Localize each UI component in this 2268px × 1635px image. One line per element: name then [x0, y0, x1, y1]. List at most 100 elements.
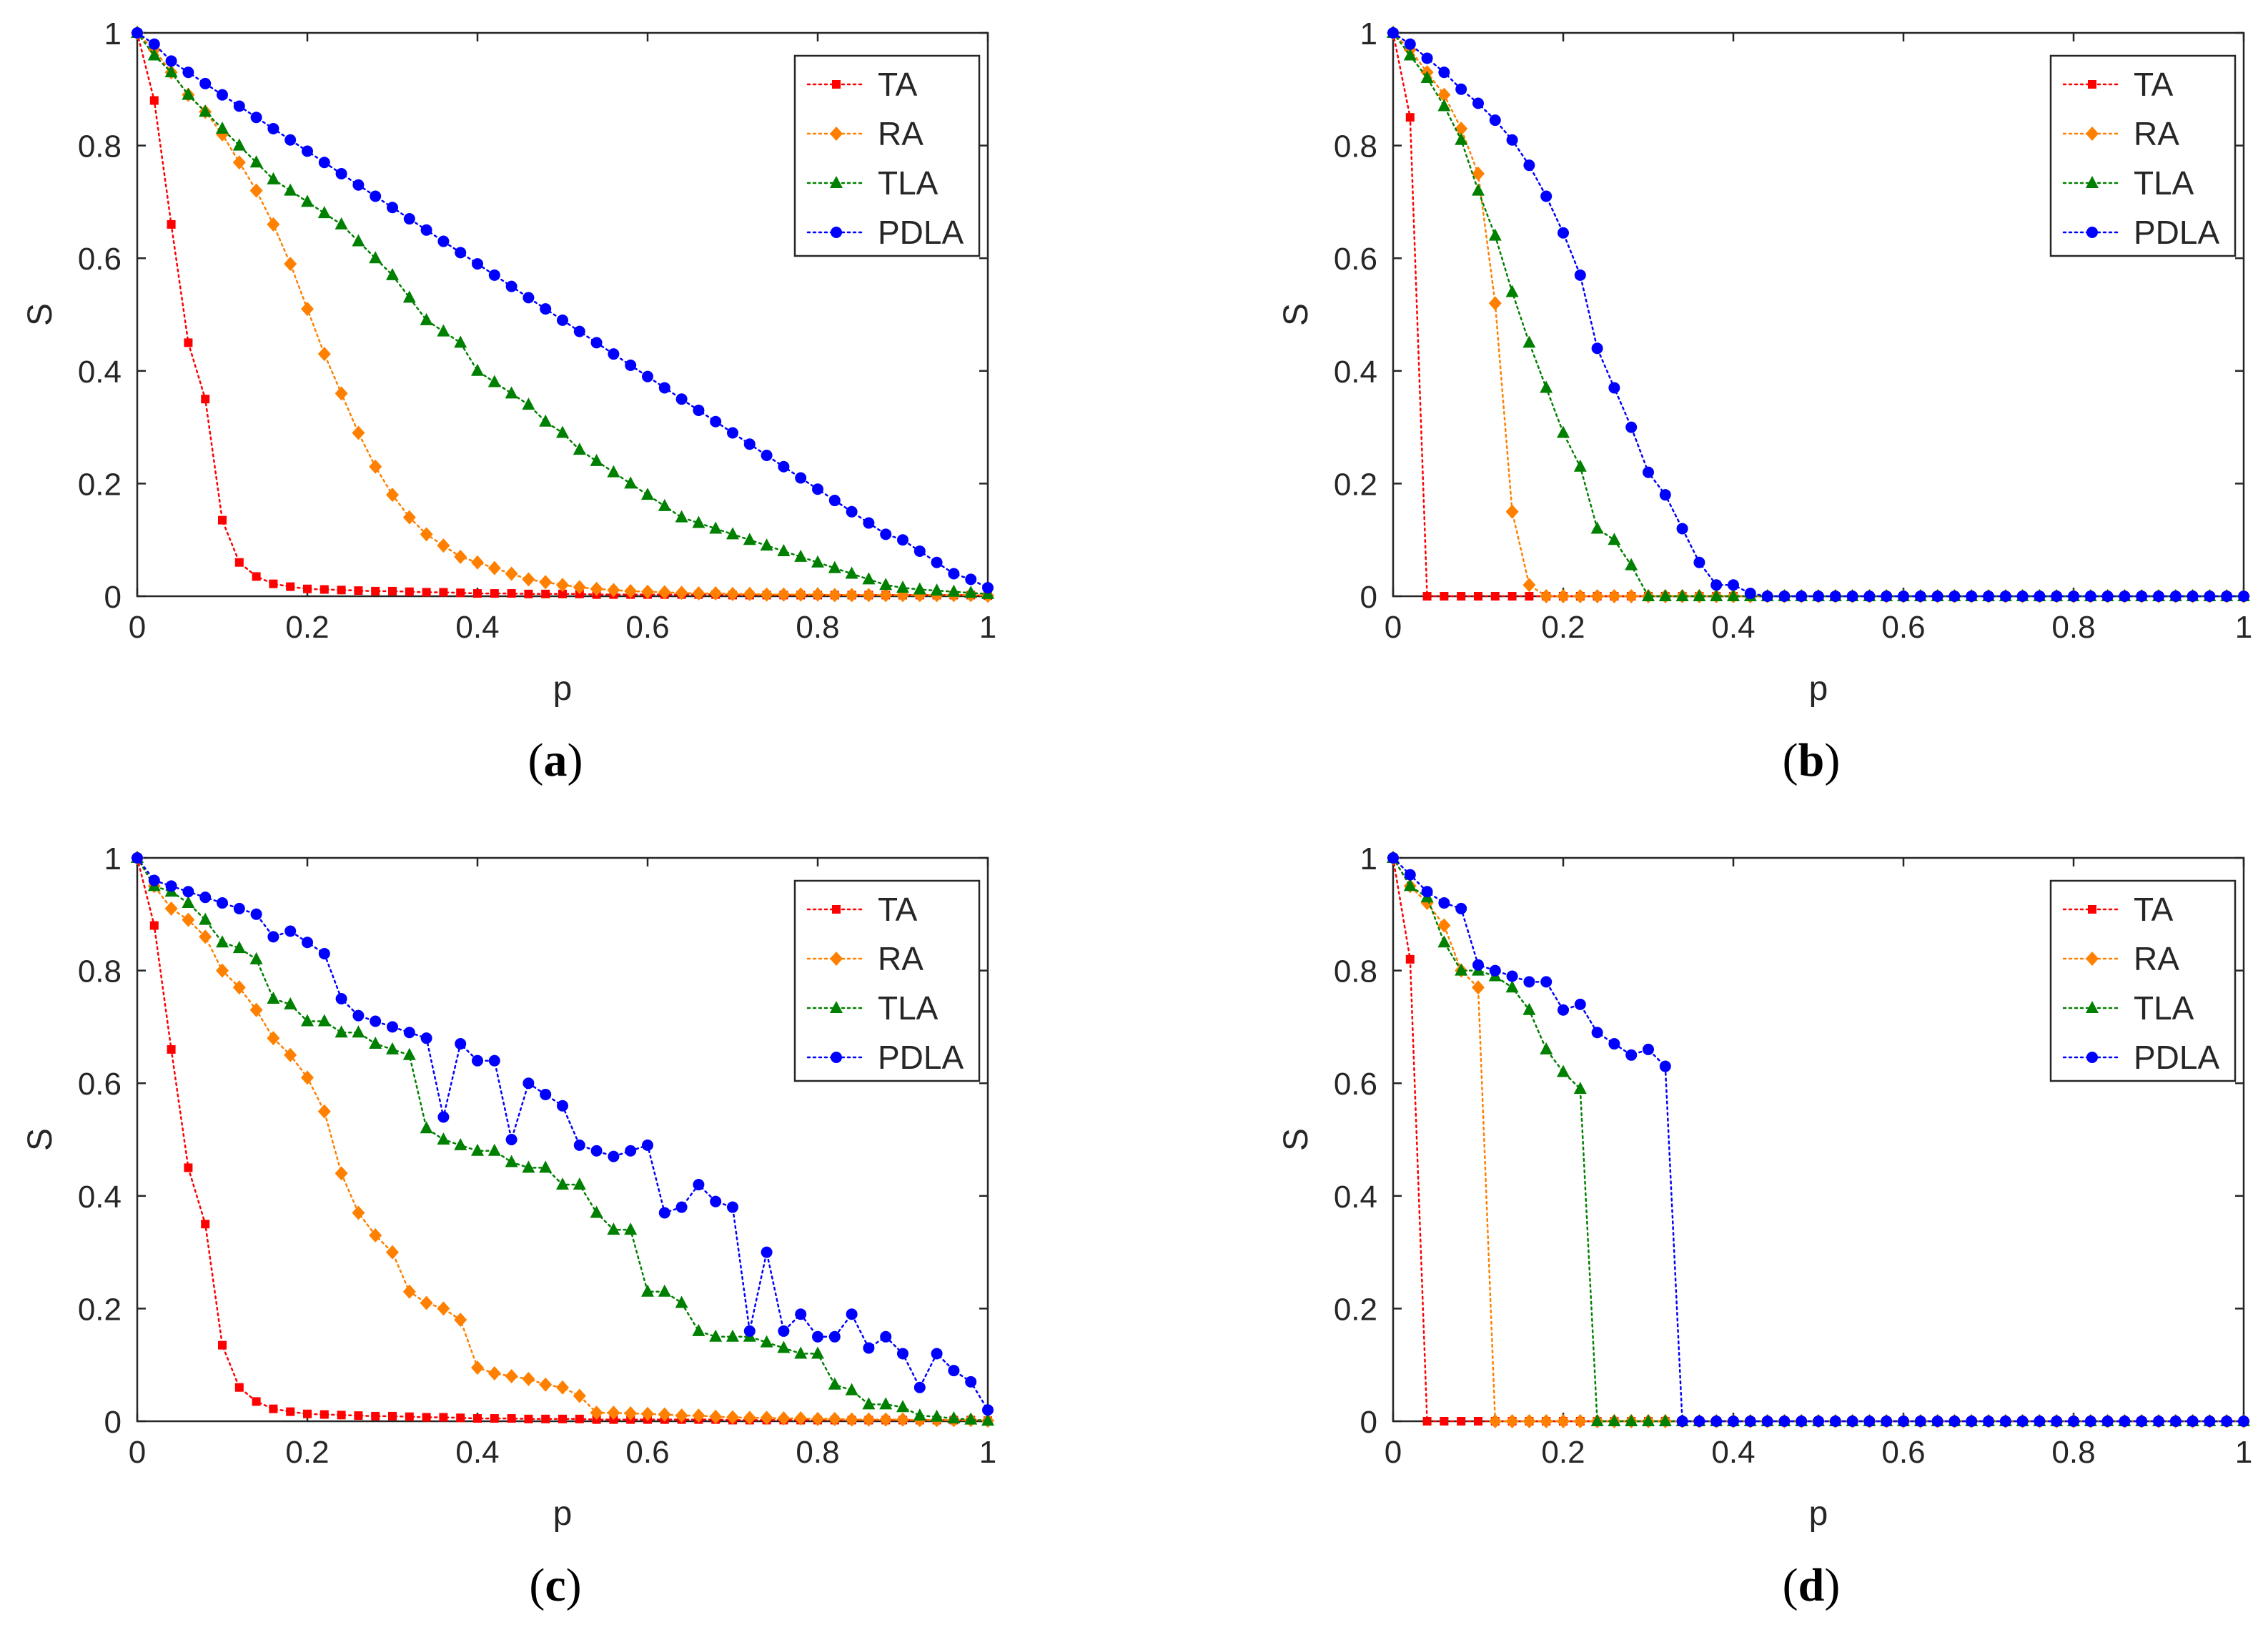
panel-b-series-pdla-point: [1472, 97, 1484, 109]
panel-a-series-ta-point: [371, 586, 380, 596]
panel-c-ytick-label: 0.8: [78, 954, 122, 989]
panel-b-series-pdla-point: [1659, 489, 1671, 501]
panel-b-series-tla-point: [1437, 99, 1451, 112]
panel-a-series-pdla-point: [608, 348, 620, 360]
panel-b-series-pdla-point: [2068, 591, 2079, 602]
panel-b-series-pdla-point: [1625, 421, 1638, 433]
panel-c-series-tla-point: [199, 912, 212, 925]
panel-c-series-pdla-point: [608, 1150, 620, 1162]
panel-d-series-pdla-point: [1608, 1038, 1620, 1050]
panel-c-series-pdla-point: [455, 1038, 467, 1050]
panel-a-series-tla-point: [539, 414, 553, 427]
panel-b-ytick-label: 1: [1360, 16, 1377, 51]
panel-c-series-ra-point: [301, 1070, 314, 1085]
panel-a-series-tla-point: [386, 267, 399, 280]
panel-c-series-ra-point: [556, 1380, 569, 1395]
panel-a-series-ra-point: [556, 578, 569, 593]
panel-b-series-pdla-point: [1966, 591, 1978, 602]
panel-a-series-ra-point: [760, 587, 773, 602]
panel-c-series-ra-point: [437, 1301, 450, 1316]
panel-d-legend-pdla-marker: [2086, 1052, 2098, 1063]
panel-a-series-ra-point: [335, 386, 348, 401]
panel-a-xtick-label: 0.6: [625, 610, 669, 645]
panel-a-series-tla-point: [879, 578, 893, 591]
panel-a-series-tla-point: [760, 538, 773, 551]
panel-d-legend-ta-label: TA: [2134, 891, 2174, 928]
panel-c-series-tla-point: [386, 1042, 399, 1054]
panel-b-legend-ra: RA: [2062, 115, 2179, 152]
panel-c-series-tla-point: [369, 1037, 382, 1049]
panel-c-series-pdla-point: [573, 1139, 585, 1151]
panel-c-series-ra-point: [743, 1411, 756, 1426]
panel-a-series-ta-point: [439, 588, 448, 597]
panel-c-series-tla-point: [301, 1014, 314, 1027]
panel-b-series-pdla-point: [1829, 591, 1841, 602]
panel-d-series-pdla-point: [2119, 1416, 2131, 1427]
panel-a-ylabel: S: [21, 303, 59, 326]
panel-a-series-pdla-point: [727, 427, 738, 439]
panel-b-series-tla-point: [1573, 459, 1587, 472]
panel-d: 0 0.2 0.4 0.6 0.8 1 0 0.2 0.4 0.6 0.8 1 p S TA RA TLA PDL…: [1277, 841, 2252, 1611]
panel-b-legend-ta-marker: [2088, 80, 2096, 89]
panel-a-series-pdla-point: [625, 359, 637, 371]
panel-b-series-ra-point: [1608, 589, 1621, 603]
panel-a-series-tla-point: [675, 510, 688, 523]
panel-c-legend-pdla: PDLA: [806, 1039, 964, 1076]
panel-c-series-pdla-point: [658, 1207, 670, 1219]
panel-c-xtick-label: 1: [979, 1435, 996, 1470]
panel-a-series-ra-point: [573, 580, 586, 595]
panel-a-series-pdla-point: [795, 472, 807, 484]
panel-d-series-pdla-point: [1625, 1049, 1638, 1061]
panel-d-series-tla-point: [1658, 1414, 1672, 1426]
panel-b-series-pdla-point: [2136, 591, 2148, 602]
panel-a-series-ra-point: [777, 587, 791, 602]
panel-a-series-tla-point: [590, 453, 603, 466]
panel-c-series-pdla-point: [897, 1348, 908, 1360]
panel-a-series-pdla-point: [982, 582, 994, 594]
panel-c-series-pdla-point: [437, 1111, 450, 1123]
panel-d-ylabel: S: [1277, 1128, 1315, 1151]
panel-a-xtick-label: 1: [979, 610, 996, 645]
panel-b-series-tla-point: [1557, 425, 1570, 438]
panel-c-series-ta-point: [269, 1404, 278, 1413]
panel-a-series-pdla-point: [472, 258, 483, 270]
panel-d-series-ta-point: [1405, 954, 1415, 964]
panel-c-series-pdla-point: [387, 1021, 398, 1033]
panel-c-ytick-label: 1: [104, 841, 122, 876]
panel-b-series-pdla-point: [1506, 134, 1518, 146]
panel-a-series-ta-point: [320, 585, 329, 594]
panel-c-caption: (c): [529, 1559, 581, 1611]
panel-c-ylabel: S: [21, 1128, 59, 1151]
panel-a-series-pdla-point: [148, 38, 160, 50]
panel-a-series-tla-point: [352, 234, 365, 247]
panel-d-series-pdla-point: [1404, 869, 1416, 881]
panel-b-series-pdla-point: [2034, 591, 2046, 602]
panel-b-series-ra-point: [1488, 296, 1502, 311]
panel-a-series-ra-point: [402, 510, 416, 525]
panel-c-series-ta-point: [575, 1414, 584, 1423]
panel-a-series-pdla-point: [642, 370, 653, 382]
panel-d-xtick-label: 1: [2235, 1435, 2252, 1470]
panel-c-series-ra-point: [675, 1408, 688, 1423]
panel-a: 0 0.2 0.4 0.6 0.8 1 0 0.2 0.4 0.6 0.8 1 p S TA RA TLA PDL…: [21, 16, 996, 786]
panel-c-series-ra-point: [420, 1295, 433, 1310]
panel-c-series-tla-point: [402, 1047, 416, 1060]
panel-d-series-tla-point: [1608, 1414, 1621, 1426]
panel-a-series-ra-point: [590, 581, 603, 596]
panel-a-series-ra-point: [879, 588, 893, 603]
panel-b-legend-ta-label: TA: [2134, 66, 2174, 103]
panel-c-series-ra-point: [487, 1366, 501, 1381]
panel-d-series-pdla-point: [2016, 1416, 2029, 1427]
panel-c-series-pdla-point: [931, 1348, 943, 1360]
panel-d-series-tla-point: [1455, 963, 1468, 976]
panel-b-series-tla-point: [1540, 380, 1553, 393]
panel-b-series-ra-point: [1625, 589, 1638, 603]
panel-a-series-pdla-point: [761, 450, 773, 461]
panel-a-series-ra-point: [828, 588, 841, 603]
panel-b-series-ta-point: [1474, 592, 1482, 601]
panel-d-series-pdla-point: [2169, 1416, 2182, 1427]
panel-b-xtick-label: 0.8: [2051, 610, 2095, 645]
panel-a-ytick-label: 1: [104, 16, 122, 51]
panel-a-series-pdla-point: [863, 517, 875, 529]
panel-c-series-tla-point: [437, 1132, 450, 1145]
